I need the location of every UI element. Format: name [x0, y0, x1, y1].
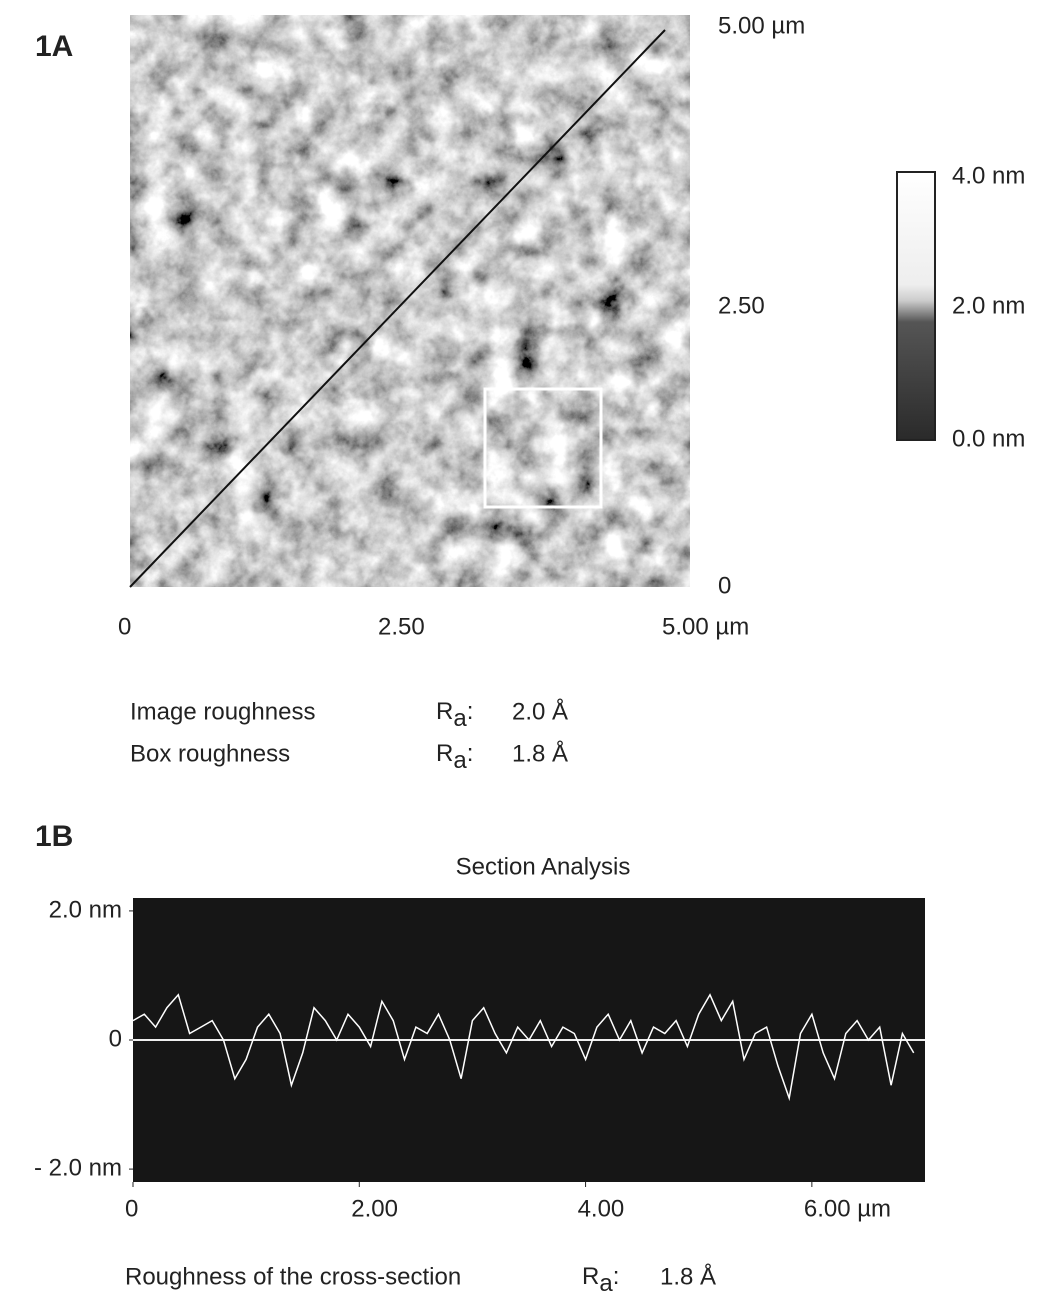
separator: :: [613, 1263, 620, 1290]
roughness-box: [483, 387, 603, 509]
roughness-symbol: Ra:: [436, 740, 473, 774]
roughness-name: Box roughness: [130, 740, 290, 767]
y-axis-label: 0: [718, 572, 731, 599]
x-axis-label: 2.50: [378, 613, 425, 640]
x-tick-label: 4.00: [578, 1195, 625, 1222]
y-tick-label: - 2.0 nm: [34, 1154, 122, 1181]
roughness-symbol: Ra:: [436, 698, 473, 732]
colorbar-label: 4.0 nm: [952, 162, 1025, 189]
x-tick-label: 2.00: [351, 1195, 398, 1222]
x-tick-label: 6.00 µm: [804, 1195, 891, 1222]
y-axis-label: 5.00 µm: [718, 12, 805, 39]
separator: :: [467, 698, 474, 725]
colorbar-label: 0.0 nm: [952, 425, 1025, 452]
y-axis-label: 2.50: [718, 292, 765, 319]
panel-label: 1B: [35, 820, 73, 853]
x-tick-label: 0: [125, 1195, 138, 1222]
roughness-name: Roughness of the cross-section: [125, 1263, 461, 1290]
symbol: R: [436, 698, 453, 725]
symbol: R: [436, 740, 453, 767]
roughness-value: 2.0 Å: [512, 697, 568, 725]
roughness-value: 1.8 Å: [512, 739, 568, 767]
panel-label: 1A: [35, 30, 73, 63]
y-tick-label: 2.0 nm: [49, 896, 122, 923]
roughness-name: Image roughness: [130, 698, 315, 725]
colorbar-label: 2.0 nm: [952, 292, 1025, 319]
colorbar: [896, 171, 936, 441]
profile-line: [132, 993, 915, 1102]
separator: :: [467, 740, 474, 767]
subscript: a: [453, 705, 467, 732]
afm-image: [130, 15, 690, 587]
y-tick-label: 0: [109, 1025, 122, 1052]
x-axis-label: 0: [118, 613, 131, 640]
subscript: a: [599, 1270, 613, 1297]
section-plot: 2.0 nm0- 2.0 nm0 2.00 4.00 6.00 µm: [34, 896, 925, 1222]
subscript: a: [453, 747, 467, 774]
roughness-symbol: Ra:: [582, 1263, 619, 1297]
section-line: [129, 29, 666, 588]
chart-title: Section Analysis: [456, 853, 631, 880]
symbol: R: [582, 1263, 599, 1290]
x-axis-label: 5.00 µm: [662, 613, 749, 640]
roughness-value: 1.8 Å: [660, 1262, 716, 1290]
